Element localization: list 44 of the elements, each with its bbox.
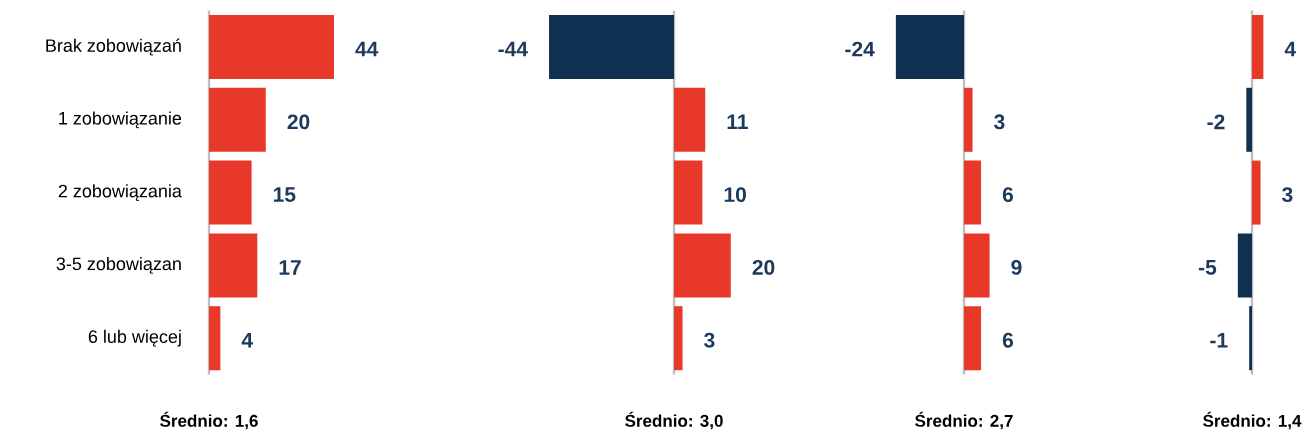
bar [674, 233, 731, 298]
data-label: -1 [1210, 333, 1228, 348]
bar [674, 306, 683, 371]
data-label: 15 [273, 187, 296, 202]
text: Średnio: 1,6 [160, 411, 258, 430]
data-label: 20 [287, 114, 310, 130]
data-label: 6 [1002, 332, 1013, 348]
data-label: -2 [1207, 114, 1225, 130]
data-label: -24 [845, 41, 875, 57]
data-label: -44 [498, 41, 528, 57]
data-label: 44 [355, 41, 379, 57]
data-label: 10 [724, 187, 746, 203]
bar [895, 15, 965, 79]
bar [209, 160, 252, 225]
text: Średnio: 3,0 [625, 411, 723, 430]
data-label: 20 [752, 259, 775, 275]
data-label: 11 [727, 114, 748, 130]
y-tick-label: Brak zobowiązań [46, 38, 181, 56]
y-tick-label: 3-5 zobowiązan [56, 257, 181, 274]
y-tick-label: 6 lub więcej [88, 329, 181, 347]
bar [964, 87, 973, 152]
y-tick-label: 1 zobowiązanie [59, 111, 182, 129]
data-label: 3 [704, 332, 715, 348]
bar [964, 306, 982, 371]
bar [209, 87, 266, 152]
data-label: 4 [241, 333, 253, 348]
bar [674, 87, 706, 152]
y-tick-label: 2 zobowiązania [58, 184, 182, 201]
data-label: 3 [994, 114, 1005, 130]
bar [964, 160, 982, 225]
text: Średnio: 1,4 [1203, 411, 1302, 430]
text: Średnio: 2,7 [915, 411, 1013, 430]
data-label: 3 [1282, 187, 1293, 203]
data-label: 6 [1002, 187, 1013, 203]
data-label: -5 [1198, 260, 1217, 275]
bar [209, 306, 221, 371]
data-label: 17 [279, 260, 301, 275]
bar [209, 233, 258, 298]
bar [674, 160, 703, 225]
bar [964, 233, 990, 298]
bar [209, 15, 334, 79]
bar [549, 15, 675, 79]
data-label: 4 [1284, 41, 1296, 57]
data-label: 9 [1011, 259, 1022, 275]
